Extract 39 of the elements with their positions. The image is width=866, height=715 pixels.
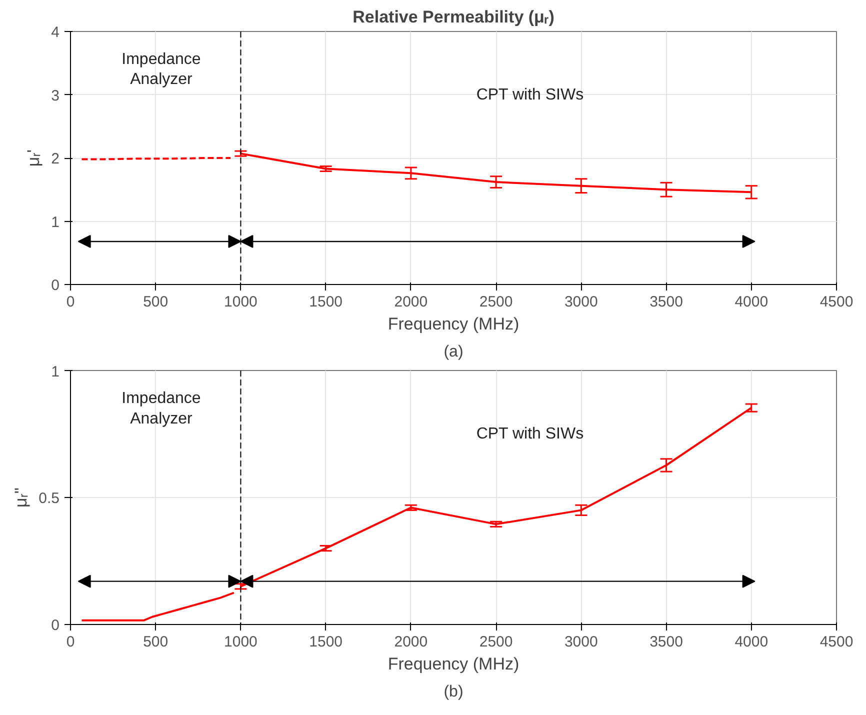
text: (b) bbox=[444, 684, 464, 700]
x-axis-title: Frequency (MHz) bbox=[388, 314, 520, 334]
x-tick-label: 1500 bbox=[309, 634, 343, 650]
x-tick-label: 0 bbox=[66, 294, 75, 310]
x-axis-title: Frequency (MHz) bbox=[388, 654, 520, 674]
x-tick-label: 0 bbox=[66, 634, 75, 650]
y-tick-label: 4 bbox=[51, 24, 60, 41]
x-tick-label: 500 bbox=[143, 294, 168, 310]
y-tick-label: 0.5 bbox=[38, 490, 60, 507]
x-tick-label: 3000 bbox=[564, 634, 598, 650]
x-tick-label: 4500 bbox=[820, 634, 854, 650]
x-tick-label: 500 bbox=[143, 634, 168, 650]
x-tick-label: 2000 bbox=[394, 634, 428, 650]
x-tick-label: 2000 bbox=[394, 294, 428, 310]
y-tick-label: 1 bbox=[51, 364, 60, 380]
x-tick-label: 4000 bbox=[734, 634, 768, 650]
annotation: CPT with SIWs bbox=[476, 86, 584, 104]
y-tick-label: 2 bbox=[51, 150, 60, 168]
annotation: CPT with SIWs bbox=[476, 426, 584, 442]
y-tick-label: 3 bbox=[51, 87, 60, 104]
y-axis-title: μᵣ' bbox=[24, 149, 44, 167]
x-tick-label: 3000 bbox=[564, 294, 598, 310]
chart-title: Relative Permeability (μᵣ) bbox=[352, 8, 554, 26]
text: (a) bbox=[444, 344, 464, 360]
x-tick-label: 2500 bbox=[479, 294, 513, 310]
x-tick-label: 1500 bbox=[309, 294, 343, 310]
y-tick-label: 0 bbox=[51, 277, 60, 294]
annotation: Impedance Analyzer bbox=[122, 50, 201, 88]
x-tick-label: 3500 bbox=[650, 294, 683, 310]
x-tick-label: 2500 bbox=[479, 634, 513, 650]
y-tick-label: 0 bbox=[51, 617, 60, 634]
y-axis-title: μᵣ" bbox=[12, 488, 31, 508]
x-tick-label: 3500 bbox=[650, 634, 683, 650]
x-tick-label: 1000 bbox=[224, 294, 258, 310]
x-tick-label: 4500 bbox=[820, 294, 854, 310]
x-tick-label: 1000 bbox=[224, 634, 258, 650]
y-tick-label: 1 bbox=[51, 214, 60, 231]
x-tick-label: 4000 bbox=[734, 294, 768, 310]
annotation: Impedance Analyzer bbox=[122, 390, 201, 428]
